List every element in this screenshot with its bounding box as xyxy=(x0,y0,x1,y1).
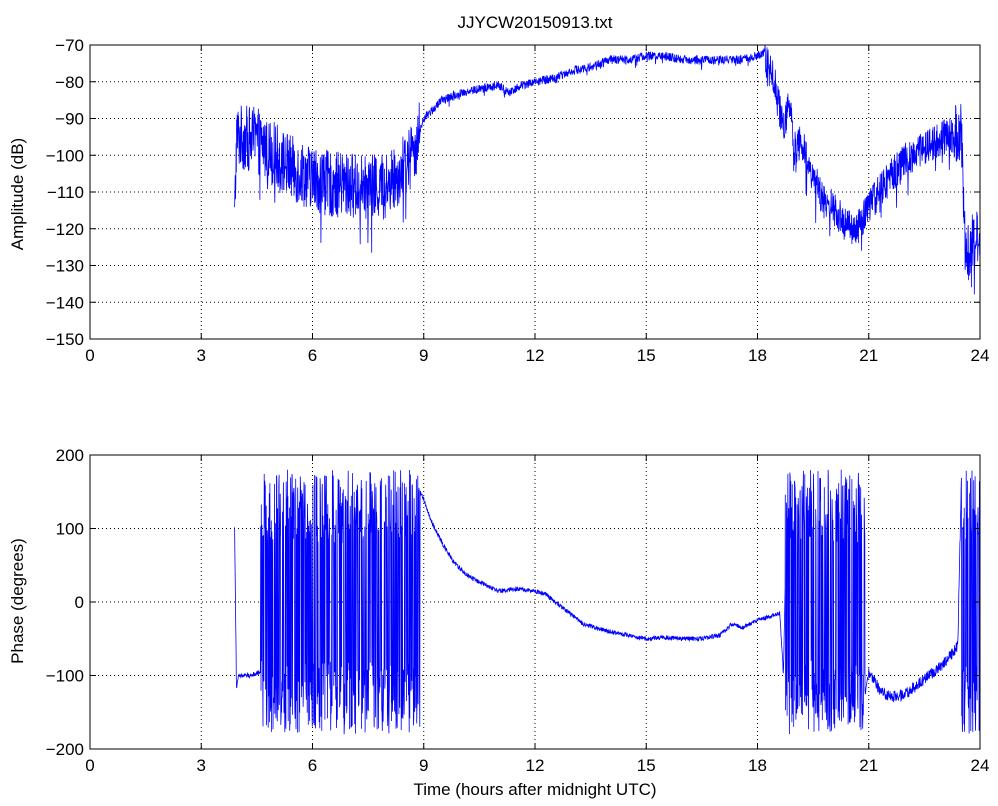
phase-x-tick-label: 3 xyxy=(197,756,206,775)
amplitude-x-tick-label: 9 xyxy=(419,346,428,365)
amplitude-x-tick-label: 24 xyxy=(971,346,990,365)
phase-y-tick-label: 100 xyxy=(56,520,84,539)
amplitude-y-tick-label: −100 xyxy=(46,146,84,165)
phase-y-tick-label: 200 xyxy=(56,446,84,465)
phase-x-tick-label: 9 xyxy=(419,756,428,775)
phase-x-tick-label: 15 xyxy=(637,756,656,775)
amplitude-x-tick-label: 0 xyxy=(85,346,94,365)
amplitude-y-tick-label: −80 xyxy=(55,73,84,92)
phase-x-tick-label: 18 xyxy=(748,756,767,775)
phase-x-axis-label: Time (hours after midnight UTC) xyxy=(413,780,656,799)
amplitude-x-tick-label: 18 xyxy=(748,346,767,365)
phase-y-tick-label: −100 xyxy=(46,667,84,686)
phase-x-tick-label: 6 xyxy=(308,756,317,775)
phase-y-tick-label: 0 xyxy=(75,593,84,612)
phase-x-tick-label: 12 xyxy=(526,756,545,775)
amplitude-y-tick-label: −140 xyxy=(46,293,84,312)
amplitude-x-tick-label: 21 xyxy=(859,346,878,365)
phase-y-tick-label: −200 xyxy=(46,740,84,759)
amplitude-x-tick-label: 12 xyxy=(526,346,545,365)
phase-y-axis-label: Phase (degrees) xyxy=(8,538,27,664)
phase-series-line xyxy=(234,469,981,735)
chart-title: JJYCW20150913.txt xyxy=(458,13,613,32)
amplitude-series-line xyxy=(234,44,981,295)
amplitude-x-tick-label: 3 xyxy=(197,346,206,365)
amplitude-plot: 0 3 6 9 12 15 18 21 24 −70 −80 −90 −100 −110 −120 −130 −… xyxy=(46,36,990,365)
amplitude-y-tick-label: −90 xyxy=(55,110,84,129)
amplitude-y-axis-label: Amplitude (dB) xyxy=(8,138,27,250)
amplitude-y-tick-label: −70 xyxy=(55,36,84,55)
amplitude-x-tick-label: 6 xyxy=(308,346,317,365)
phase-x-tick-label: 24 xyxy=(971,756,990,775)
amplitude-y-tick-label: −120 xyxy=(46,220,84,239)
phase-plot: 0 3 6 9 12 15 18 21 24 200 100 0 −100 −200 xyxy=(46,446,990,775)
amplitude-y-tick-label: −130 xyxy=(46,257,84,276)
phase-x-tick-label: 21 xyxy=(859,756,878,775)
amplitude-x-tick-label: 15 xyxy=(637,346,656,365)
amplitude-y-tick-label: −110 xyxy=(47,183,84,202)
amplitude-y-tick-label: −150 xyxy=(46,330,84,349)
phase-x-tick-label: 0 xyxy=(85,756,94,775)
